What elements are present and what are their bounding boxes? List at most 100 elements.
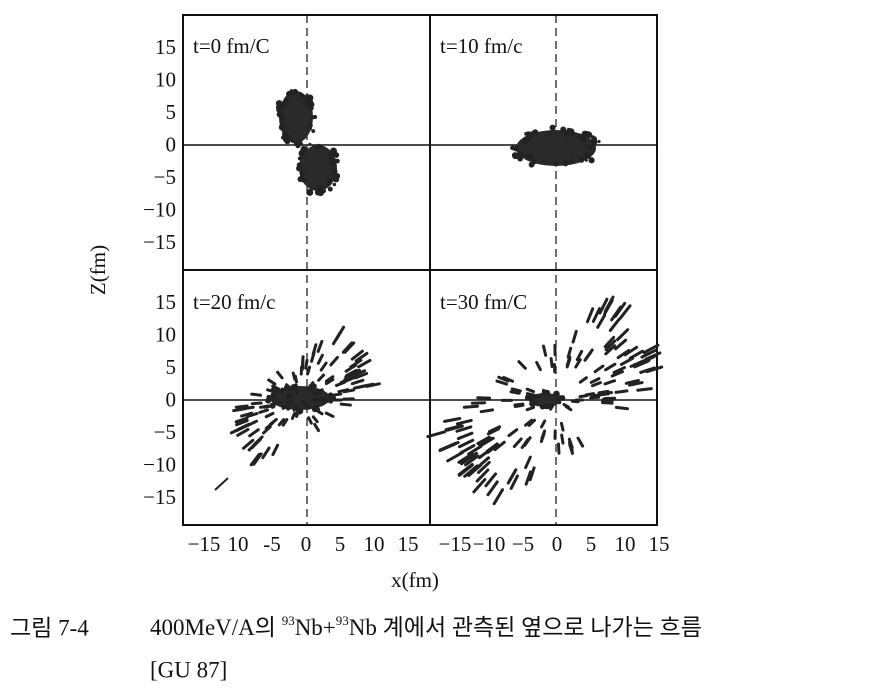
arrow (565, 357, 572, 369)
x-tick-label: 0 (301, 532, 312, 556)
arrow (271, 443, 280, 457)
arrow (350, 378, 365, 386)
arrow (600, 390, 614, 396)
arrow (603, 295, 615, 313)
arrow (512, 437, 523, 449)
arrow (527, 418, 537, 427)
arrow (509, 474, 519, 490)
particles (214, 88, 664, 506)
arrow (576, 436, 585, 448)
speck (526, 395, 530, 400)
arrow (524, 470, 533, 486)
caption-part: 400MeV/A의 (150, 615, 282, 640)
x-tick-label: −5 (512, 532, 534, 556)
speck (302, 179, 306, 183)
speck (553, 390, 560, 398)
arrow (524, 455, 532, 470)
speck (563, 159, 569, 165)
arrow (250, 392, 263, 397)
arrow (350, 349, 364, 361)
speck (280, 135, 285, 140)
arrow (307, 416, 313, 425)
arrow (444, 424, 463, 432)
arrow (285, 383, 292, 391)
arrow (339, 402, 352, 407)
arrow (331, 331, 342, 346)
arrow (562, 403, 570, 409)
arrow (443, 416, 462, 423)
arrow (242, 438, 255, 450)
arrow (539, 432, 546, 444)
speck (266, 394, 271, 400)
arrow (604, 344, 617, 356)
y-tick-label: 5 (166, 355, 177, 379)
speck (332, 170, 336, 175)
y-tick-label: 10 (155, 67, 176, 91)
arrow (247, 440, 260, 452)
arrow (234, 416, 249, 424)
arrow (462, 404, 479, 409)
arrow (598, 297, 609, 315)
speck (305, 404, 311, 410)
arrow (525, 406, 536, 412)
arrow (236, 427, 250, 437)
speck (329, 160, 336, 167)
speck (332, 176, 340, 183)
speck (327, 186, 333, 192)
arrow (603, 379, 617, 386)
y-tick-label: 10 (155, 322, 176, 346)
arrow (446, 451, 464, 463)
arrow (523, 436, 532, 447)
arrow (634, 358, 651, 368)
arrow (484, 472, 498, 488)
arrow (347, 368, 361, 377)
arrow (300, 400, 307, 406)
speck (557, 400, 562, 405)
speck (308, 142, 312, 146)
arrow (343, 376, 356, 383)
speck (330, 150, 335, 156)
arrow (492, 488, 505, 506)
arrow (324, 411, 335, 418)
arrow (571, 329, 578, 344)
arrow (645, 365, 664, 374)
arrow (628, 381, 644, 387)
caption-part: Nb+ (295, 615, 336, 640)
arrow (310, 351, 316, 363)
arrow (575, 349, 584, 362)
speck (590, 135, 595, 140)
arrow (593, 364, 605, 374)
speck (307, 105, 314, 111)
arrow (584, 348, 594, 360)
arrow (331, 392, 343, 397)
arrow (457, 438, 475, 449)
arrow (293, 374, 299, 384)
arrow (457, 463, 474, 477)
arrow (352, 369, 367, 378)
arrow (578, 376, 588, 384)
arrow (460, 453, 476, 466)
arrow (248, 428, 260, 438)
x-axis-label: x(fm) (391, 568, 439, 592)
speck (270, 392, 276, 398)
speck (307, 122, 313, 129)
y-tick-label: 0 (166, 387, 177, 411)
arrow (426, 430, 447, 439)
arrow (610, 370, 624, 378)
speck (295, 143, 300, 148)
speck (299, 171, 306, 178)
speck (333, 152, 340, 158)
speck (541, 159, 545, 163)
arrow (455, 425, 473, 433)
speck (580, 136, 587, 143)
speck (526, 135, 533, 141)
arrow (610, 305, 623, 322)
arrow (502, 375, 515, 383)
arrow (493, 440, 506, 452)
panel-label: t=10 fm/c (440, 34, 522, 58)
arrow (616, 348, 631, 360)
x-tick-label: 15 (398, 532, 419, 556)
arrow (240, 411, 254, 418)
speck (332, 182, 337, 187)
